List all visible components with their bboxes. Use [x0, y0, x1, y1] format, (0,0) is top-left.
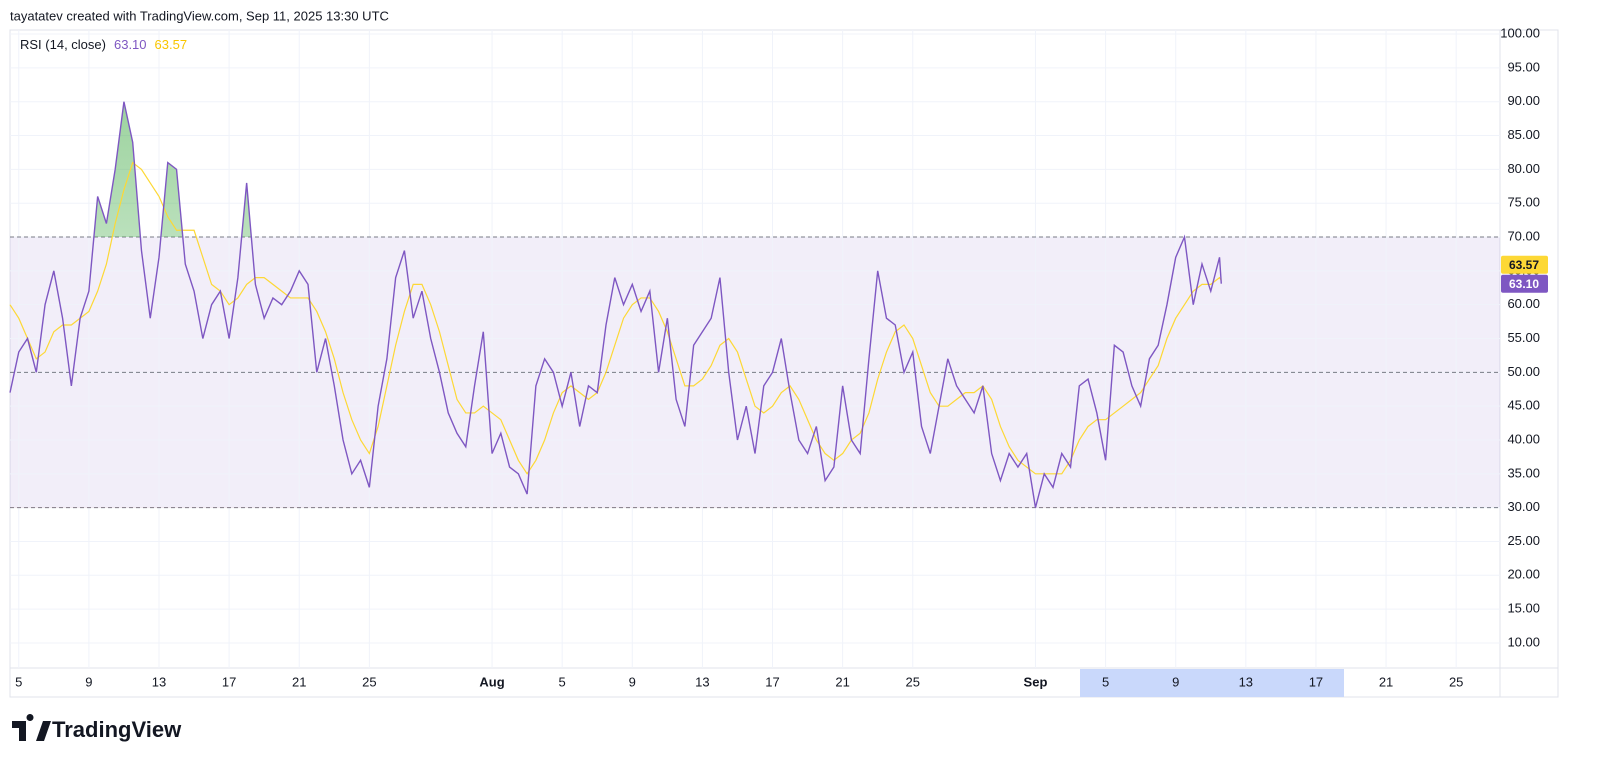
x-tick-label: 13	[152, 674, 166, 689]
y-tick-label: 45.00	[1507, 398, 1540, 413]
y-tick-label: 70.00	[1507, 228, 1540, 243]
x-tick-label: 13	[1239, 674, 1253, 689]
legend-title: RSI (14, close)	[20, 37, 106, 52]
y-tick-label: 100.00	[1500, 25, 1540, 40]
x-tick-label: Sep	[1024, 674, 1048, 689]
x-tick-label: Aug	[479, 674, 504, 689]
y-tick-label: 85.00	[1507, 127, 1540, 142]
x-tick-label: 13	[695, 674, 709, 689]
x-tick-label: 9	[85, 674, 92, 689]
x-tick-label: 5	[15, 674, 22, 689]
price-label-box	[1501, 255, 1548, 274]
x-tick-label: 9	[629, 674, 636, 689]
y-tick-label: 20.00	[1507, 567, 1540, 582]
price-label: 63.57	[1509, 258, 1539, 272]
x-tick-label: 17	[1309, 674, 1323, 689]
x-tick-label: 21	[1379, 674, 1393, 689]
y-tick-label: 95.00	[1507, 59, 1540, 74]
brand: TradingView	[12, 714, 182, 742]
header: tayatatev created with TradingView.com, …	[10, 8, 389, 23]
y-tick-label: 55.00	[1507, 330, 1540, 345]
y-tick-label: 40.00	[1507, 431, 1540, 446]
x-tick-label: 21	[292, 674, 306, 689]
x-tick-label: 25	[906, 674, 920, 689]
date-range-highlight	[1080, 669, 1344, 697]
y-tick-label: 90.00	[1507, 93, 1540, 108]
ma-line	[9, 161, 1222, 475]
x-tick-label: 17	[222, 674, 236, 689]
x-tick-label: 25	[362, 674, 376, 689]
x-tick-label: 9	[1172, 674, 1179, 689]
y-tick-label: 15.00	[1507, 601, 1540, 616]
legend: RSI (14, close) 63.10 63.57	[20, 37, 187, 52]
rsi-line	[9, 101, 1222, 508]
plot	[9, 101, 1222, 508]
price-label-box	[1501, 274, 1548, 293]
y-tick-label: 10.00	[1507, 634, 1540, 649]
y-tick-label: 30.00	[1507, 499, 1540, 514]
legend-ma-value: 63.57	[155, 37, 188, 52]
x-tick-label: 21	[835, 674, 849, 689]
y-tick-label: 25.00	[1507, 533, 1540, 548]
y-tick-label: 60.00	[1507, 296, 1540, 311]
y-tick-label: 75.00	[1507, 195, 1540, 210]
x-tick-label: 17	[765, 674, 779, 689]
legend-rsi-value: 63.10	[114, 37, 147, 52]
price-label: 63.10	[1509, 277, 1539, 291]
grid	[10, 30, 1500, 668]
y-tick-label: 50.00	[1507, 364, 1540, 379]
brand-name: TradingView	[52, 717, 182, 742]
brand-logo	[12, 714, 51, 741]
y-tick-label: 35.00	[1507, 465, 1540, 480]
x-tick-label: 5	[1102, 674, 1109, 689]
chart-frame	[9, 29, 1559, 698]
overbought-fill	[93, 101, 252, 238]
y-tick-label: 80.00	[1507, 161, 1540, 176]
x-tick-label: 25	[1449, 674, 1463, 689]
x-tick-label: 5	[559, 674, 566, 689]
